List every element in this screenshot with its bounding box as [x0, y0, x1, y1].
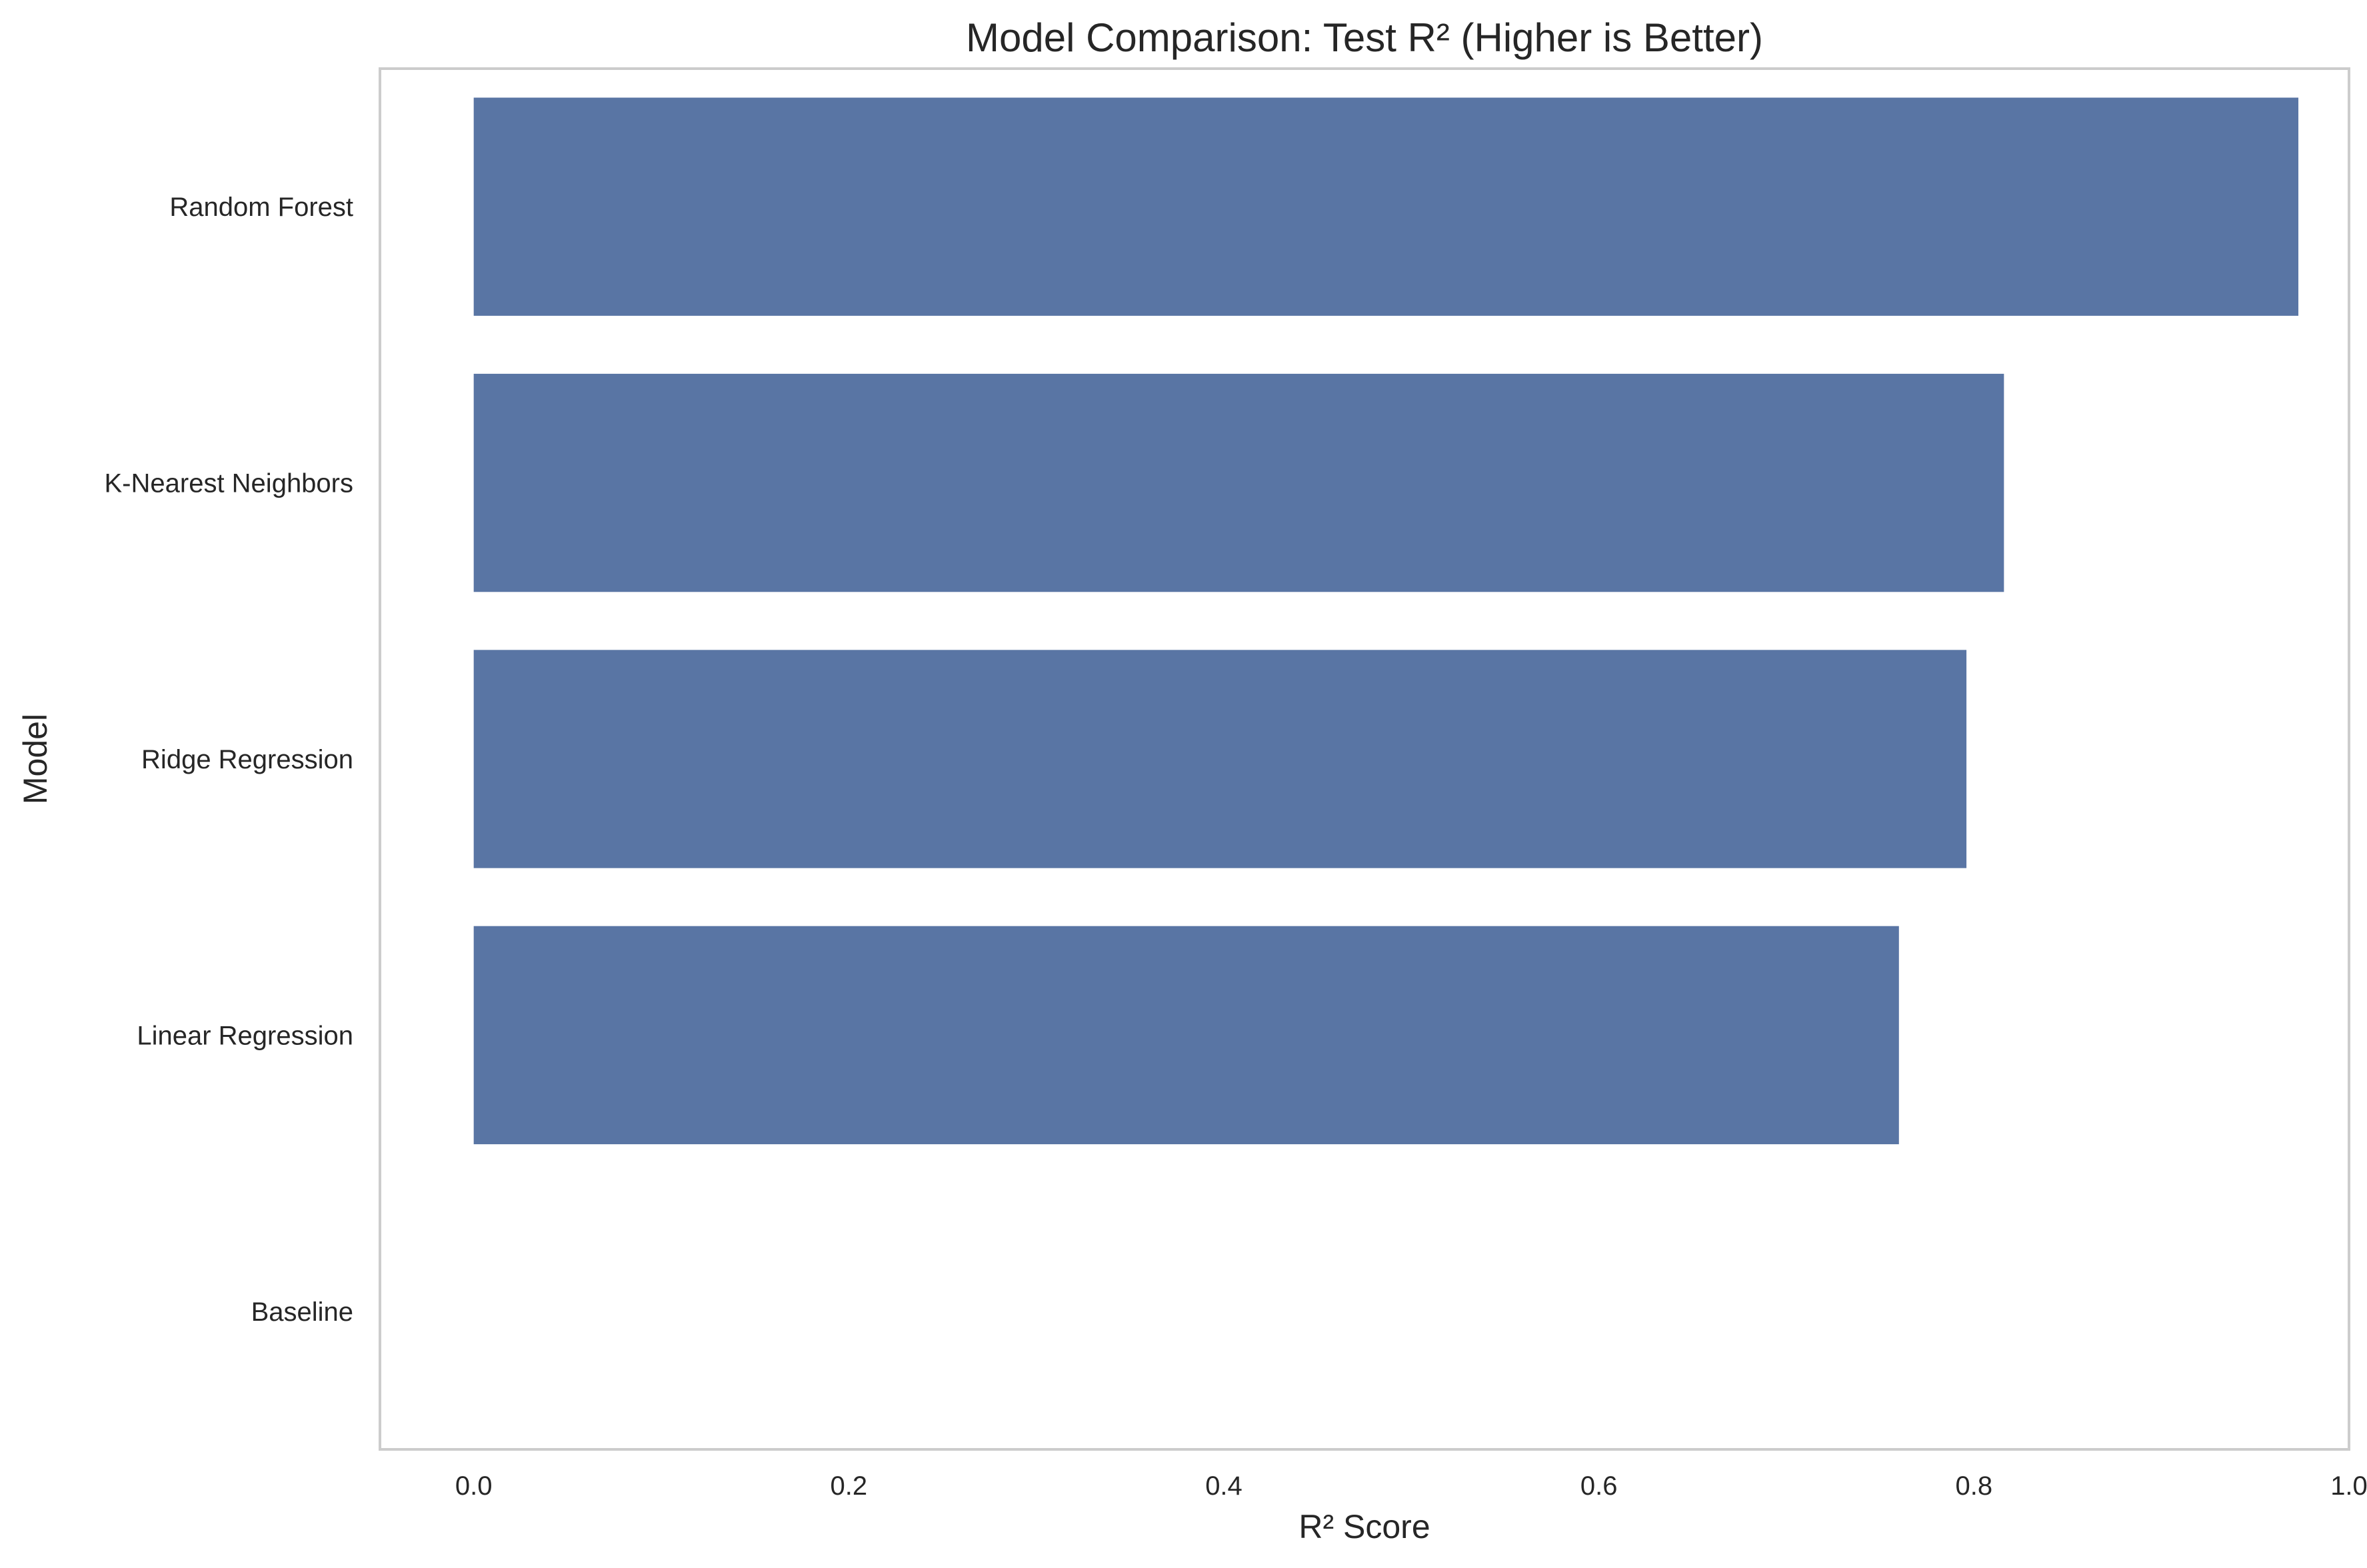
- x-tick-labels: 0.0 0.2 0.4 0.6 0.8 1.0: [455, 1471, 2367, 1501]
- plot-frame: [379, 67, 2350, 1451]
- x-tick-label: 0.8: [1956, 1471, 1993, 1501]
- y-tick-label: Ridge Regression: [141, 745, 353, 774]
- chart-title: Model Comparison: Test R² (Higher is Bet…: [966, 15, 1763, 60]
- x-tick-label: 1.0: [2330, 1471, 2367, 1501]
- bar-linear-regression: [473, 926, 1899, 1145]
- y-axis-label: Model: [17, 714, 54, 804]
- y-tick-label: Linear Regression: [137, 1021, 353, 1050]
- bar-random-forest: [473, 97, 2299, 316]
- x-tick-label: 0.2: [831, 1471, 868, 1501]
- y-tick-label: K-Nearest Neighbors: [105, 469, 354, 498]
- x-axis-label: R² Score: [1298, 1508, 1430, 1545]
- bars-group: [473, 97, 2299, 1145]
- x-tick-label: 0.0: [455, 1471, 493, 1501]
- y-tick-labels: Random Forest K-Nearest Neighbors Ridge Re…: [105, 193, 354, 1327]
- x-tick-label: 0.6: [1580, 1471, 1618, 1501]
- x-tick-label: 0.4: [1205, 1471, 1242, 1501]
- y-tick-label: Baseline: [251, 1297, 353, 1327]
- y-tick-label: Random Forest: [169, 193, 353, 222]
- bar-k-nearest-neighbors: [473, 373, 2004, 592]
- bar-ridge-regression: [473, 650, 1967, 868]
